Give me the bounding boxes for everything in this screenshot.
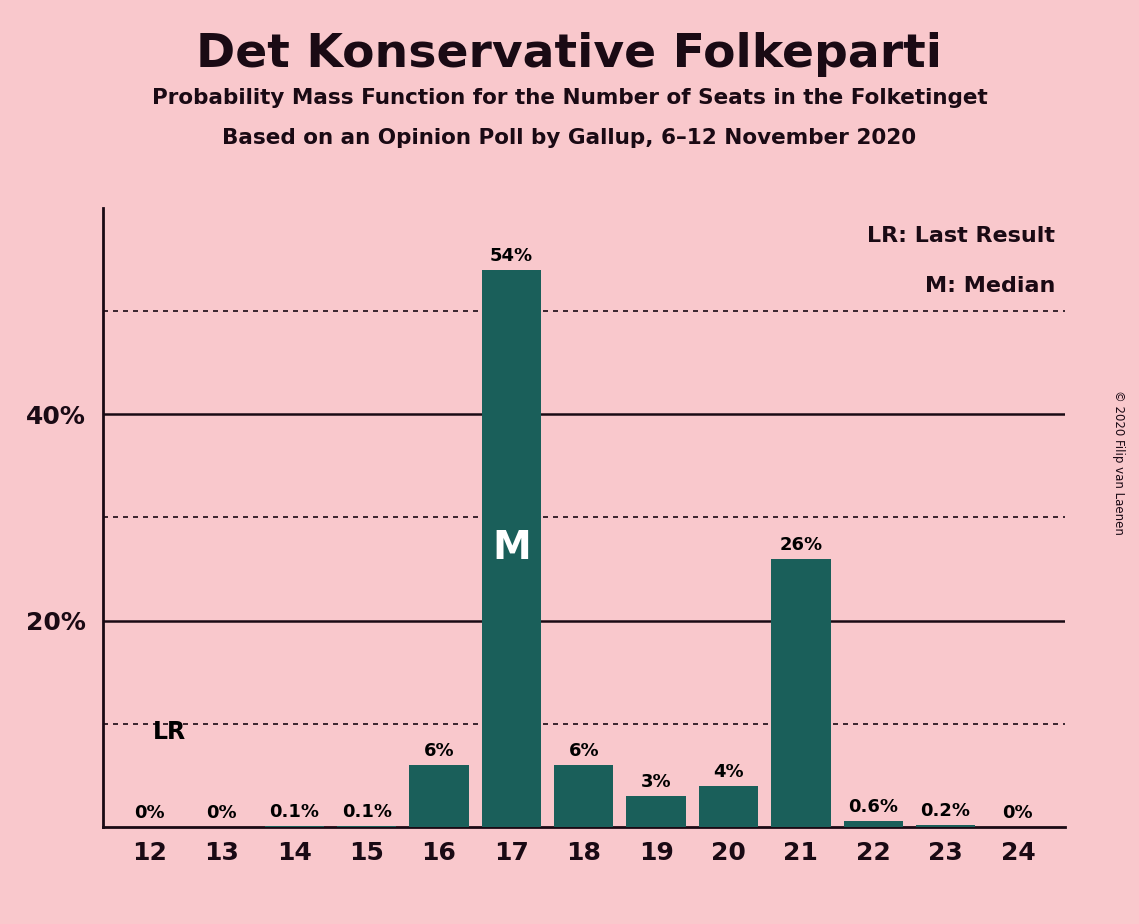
Text: Probability Mass Function for the Number of Seats in the Folketinget: Probability Mass Function for the Number… (151, 88, 988, 108)
Text: 0.2%: 0.2% (920, 802, 970, 820)
Bar (482, 270, 541, 827)
Bar (916, 825, 975, 827)
Bar (264, 826, 323, 827)
Bar (771, 559, 830, 827)
Text: LR: LR (153, 720, 187, 744)
Bar (337, 826, 396, 827)
Text: 54%: 54% (490, 247, 533, 264)
Text: 26%: 26% (779, 536, 822, 553)
Text: 0%: 0% (1002, 804, 1033, 821)
Text: LR: Last Result: LR: Last Result (867, 226, 1056, 247)
Text: 0.1%: 0.1% (269, 803, 319, 821)
Text: 0.1%: 0.1% (342, 803, 392, 821)
Text: Based on an Opinion Poll by Gallup, 6–12 November 2020: Based on an Opinion Poll by Gallup, 6–12… (222, 128, 917, 148)
Bar (626, 796, 686, 827)
Text: © 2020 Filip van Laenen: © 2020 Filip van Laenen (1112, 390, 1125, 534)
Text: M: M (492, 529, 531, 567)
Text: 0%: 0% (206, 804, 237, 821)
Text: 3%: 3% (641, 772, 671, 791)
Bar (699, 785, 759, 827)
Text: Det Konservative Folkeparti: Det Konservative Folkeparti (197, 32, 942, 78)
Text: 6%: 6% (424, 742, 454, 760)
Text: 6%: 6% (568, 742, 599, 760)
Text: M: Median: M: Median (925, 276, 1056, 296)
Text: 4%: 4% (713, 762, 744, 781)
Bar (844, 821, 903, 827)
Bar (554, 765, 614, 827)
Bar (409, 765, 468, 827)
Text: 0.6%: 0.6% (849, 797, 899, 816)
Text: 0%: 0% (134, 804, 165, 821)
